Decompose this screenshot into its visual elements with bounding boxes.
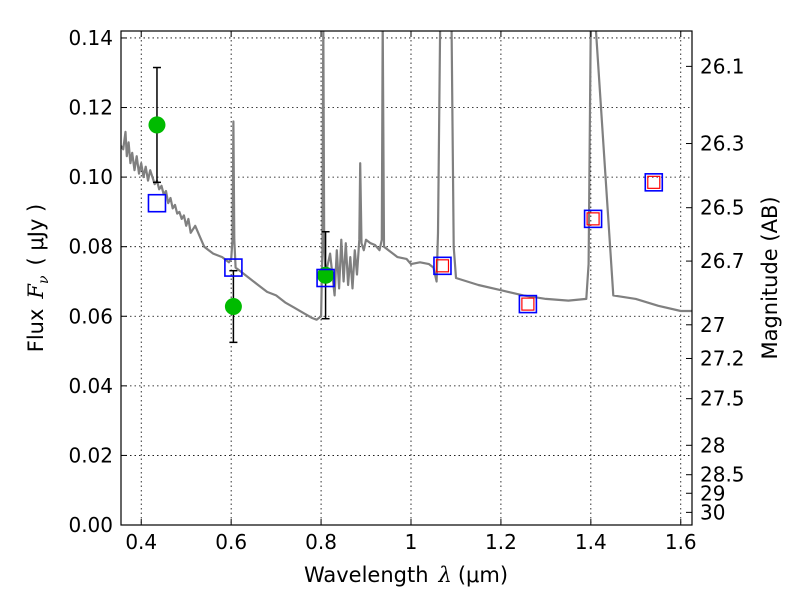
model-flux-square — [433, 256, 452, 276]
x-axis-label-symbol: λ — [438, 563, 452, 587]
y-axis-label-subscript: ν — [36, 275, 52, 284]
magnitude-tick-label: 26.1 — [700, 54, 745, 78]
magnitude-tick-label: 28.5 — [700, 463, 745, 487]
y-tick-label: 0.06 — [68, 304, 113, 328]
x-tick-label: 1.4 — [575, 530, 607, 554]
magnitude-axis-label: Magnitude (AB) — [758, 196, 782, 359]
sed-model-line — [121, 31, 692, 321]
x-tick-label: 0.4 — [125, 530, 157, 554]
model-flux-square — [224, 258, 243, 277]
x-tick-label: 1.2 — [485, 530, 517, 554]
magnitude-tick-label: 28 — [700, 433, 725, 457]
magnitude-tick-label: 29 — [700, 481, 725, 505]
magnitude-tick-label: 27.2 — [700, 346, 745, 370]
magnitude-tick-label: 27 — [700, 313, 725, 337]
x-axis-label-text: Wavelength — [304, 563, 429, 587]
model-flux-square — [644, 173, 664, 192]
model-flux-square — [316, 268, 335, 288]
y-axis-label-unit: ( μJy ) — [24, 204, 48, 266]
grid — [121, 31, 692, 526]
magnitude-tick-label: 26.5 — [700, 196, 745, 220]
x-tick-label: 1.6 — [665, 530, 697, 554]
magnitude-tick-label: 27.5 — [700, 387, 745, 411]
observed-flux-point — [224, 298, 242, 316]
x-tick-label: 1 — [405, 530, 418, 554]
y-axis-label-symbol: F — [24, 283, 48, 300]
y-tick-label: 0.04 — [68, 374, 113, 398]
predicted-flux-square — [435, 259, 450, 273]
y-axis-label: Flux Fν ( μJy ) — [24, 204, 52, 352]
y-axis-label-text: Flux — [24, 309, 48, 353]
magnitude-tick-label: 30 — [700, 500, 725, 524]
x-axis-label-unit: (μm) — [458, 563, 508, 587]
predicted-flux-square — [647, 175, 661, 189]
magnitude-tick-label: 26.7 — [700, 249, 745, 273]
magnitude-tick-label: 26.3 — [700, 132, 745, 156]
plot-frame — [120, 30, 693, 526]
predicted-flux-square — [521, 297, 535, 311]
x-tick-label: 0.8 — [305, 530, 337, 554]
y-tick-label: 0.00 — [68, 513, 113, 537]
data-layer — [121, 31, 692, 321]
marker-layer — [147, 66, 664, 344]
y-tick-label: 0.12 — [68, 96, 113, 120]
ticks: 0.4 0.6 0.8 1 1.2 1.4 1.6 0.00 0.02 0.04 0.06 0.08 0… — [68, 26, 744, 554]
predicted-flux-square — [586, 212, 600, 226]
y-tick-label: 0.08 — [68, 235, 113, 259]
x-axis-label: Wavelength λ (μm) — [304, 563, 508, 587]
y-tick-label: 0.14 — [68, 26, 113, 50]
model-flux-square — [147, 193, 167, 213]
y-tick-label: 0.10 — [68, 165, 113, 189]
model-flux-square — [583, 209, 603, 229]
x-tick-label: 0.6 — [215, 530, 247, 554]
y-tick-label: 0.02 — [68, 443, 113, 467]
observed-flux-point — [148, 116, 166, 134]
model-flux-square — [518, 294, 538, 314]
